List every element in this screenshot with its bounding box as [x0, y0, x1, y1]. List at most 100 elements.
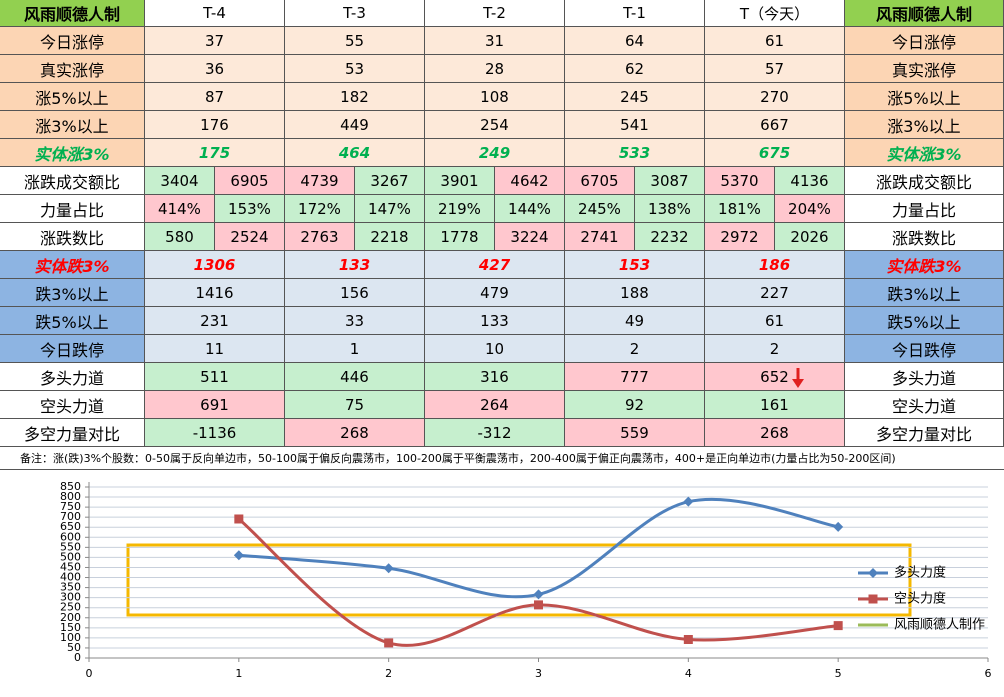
data-cell: 49 [565, 307, 705, 335]
data-cell: 172% [285, 195, 355, 223]
data-cell: 188 [565, 279, 705, 307]
data-cell: 92 [565, 391, 705, 419]
legend-label: 风雨顺德人制作 [894, 618, 985, 633]
data-cell: 10 [425, 335, 565, 363]
row-label: 涨3%以上 [0, 111, 145, 139]
data-cell: 264 [425, 391, 565, 419]
data-cell: 249 [425, 139, 565, 167]
data-cell: 1416 [145, 279, 285, 307]
data-cell: 204% [775, 195, 845, 223]
data-cell: 268 [285, 419, 425, 447]
point [384, 638, 394, 648]
data-cell: 28 [425, 55, 565, 83]
row-label: 跌5%以上 [845, 307, 1004, 335]
data-cell: 464 [285, 139, 425, 167]
header-cell: T-4 [145, 0, 285, 27]
data-cell: 270 [705, 83, 845, 111]
data-cell: 245% [565, 195, 635, 223]
data-cell: 2218 [355, 223, 425, 251]
data-cell: 268 [705, 419, 845, 447]
data-cell: 231 [145, 307, 285, 335]
data-cell: 2524 [215, 223, 285, 251]
data-cell: 153 [565, 251, 705, 279]
data-cell: 1 [285, 335, 425, 363]
y-tick-label: 750 [60, 500, 81, 513]
row-label: 真实涨停 [0, 55, 145, 83]
data-cell: 254 [425, 111, 565, 139]
row-label: 多空力量对比 [845, 419, 1004, 447]
x-tick-label: 1 [235, 667, 242, 680]
data-cell: 777 [565, 363, 705, 391]
data-cell: 219% [425, 195, 495, 223]
data-cell: -312 [425, 419, 565, 447]
x-tick-label: 3 [535, 667, 542, 680]
data-cell: -1136 [145, 419, 285, 447]
data-cell: 64 [565, 27, 705, 55]
row-label: 涨跌成交额比 [845, 167, 1004, 195]
y-tick-label: 500 [60, 550, 81, 563]
y-tick-label: 700 [60, 510, 81, 523]
data-cell: 667 [705, 111, 845, 139]
data-cell: 153% [215, 195, 285, 223]
data-cell: 31 [425, 27, 565, 55]
data-cell: 2 [705, 335, 845, 363]
data-cell: 147% [355, 195, 425, 223]
data-cell: 181% [705, 195, 775, 223]
data-cell: 580 [145, 223, 215, 251]
data-cell: 3087 [635, 167, 705, 195]
data-cell: 61 [705, 307, 845, 335]
note: 备注：涨(跌)3%个股数：0-50属于反向单边市，50-100属于偏反向震荡市，… [0, 447, 1004, 470]
row-label: 跌5%以上 [0, 307, 145, 335]
y-tick-label: 600 [60, 530, 81, 543]
point [833, 621, 843, 631]
row-label: 涨跌数比 [845, 223, 1004, 251]
series-line [238, 497, 839, 599]
row-label: 真实涨停 [845, 55, 1004, 83]
row-label: 跌3%以上 [845, 279, 1004, 307]
data-cell: 1778 [425, 223, 495, 251]
point [234, 514, 244, 524]
data-cell: 533 [565, 139, 705, 167]
row-label: 实体涨3% [0, 139, 145, 167]
header-cell: T-2 [425, 0, 565, 27]
legend-label: 空头力度 [894, 591, 946, 607]
data-cell: 53 [285, 55, 425, 83]
data-cell: 559 [565, 419, 705, 447]
y-tick-label: 50 [67, 641, 81, 654]
point [534, 600, 543, 610]
legend-marker [868, 568, 878, 578]
highlight-box [126, 543, 912, 617]
data-cell: 186 [705, 251, 845, 279]
data-cell: 1306 [145, 251, 285, 279]
row-label: 今日涨停 [845, 27, 1004, 55]
header-cell: T-1 [565, 0, 705, 27]
data-cell: 2026 [775, 223, 845, 251]
data-cell: 227 [705, 279, 845, 307]
data-cell: 161 [705, 391, 845, 419]
x-tick-label: 4 [685, 667, 692, 680]
data-cell: 479 [425, 279, 565, 307]
point [533, 589, 544, 600]
data-cell: 3404 [145, 167, 215, 195]
data-cell: 133 [285, 251, 425, 279]
point [233, 550, 244, 561]
data-cell: 36 [145, 55, 285, 83]
chart: 0501001502002503003504004505005506006507… [60, 480, 992, 680]
data-cell: 3267 [355, 167, 425, 195]
header-cell: T（今天） [705, 0, 845, 27]
y-tick-label: 0 [74, 651, 81, 664]
row-label: 多头力道 [845, 363, 1004, 391]
data-cell: 11 [145, 335, 285, 363]
y-tick-label: 300 [60, 591, 81, 604]
point [683, 496, 694, 507]
legend-marker [868, 594, 878, 604]
x-tick-label: 2 [385, 667, 392, 680]
row-label: 空头力道 [0, 391, 145, 419]
data-cell: 61 [705, 27, 845, 55]
data-cell: 2 [565, 335, 705, 363]
y-tick-label: 400 [60, 571, 81, 584]
row-label: 力量占比 [0, 195, 145, 223]
row-label: 涨5%以上 [845, 83, 1004, 111]
data-cell: 2972 [705, 223, 775, 251]
data-cell: 182 [285, 83, 425, 111]
